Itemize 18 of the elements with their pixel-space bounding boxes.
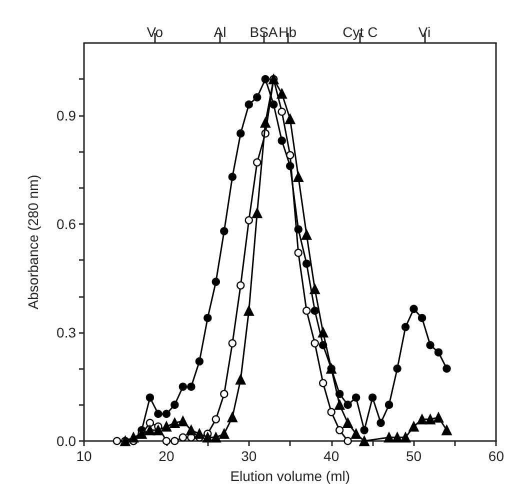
x-tick-label: 60 — [488, 448, 504, 464]
ref-line-label: Vo — [146, 24, 164, 40]
y-axis-title: Absorbance (280 nm) — [25, 174, 41, 310]
x-tick-label: 30 — [241, 448, 257, 464]
y-tick-label: 0.3 — [56, 324, 76, 340]
x-tick-label: 10 — [76, 448, 92, 464]
x-axis-title: Elution volume (ml) — [230, 468, 350, 484]
y-tick-label: 0.6 — [56, 216, 76, 232]
ref-line-label: Hb — [278, 24, 297, 40]
y-tick-label: 0.9 — [56, 107, 76, 124]
y-tick-label: 0.0 — [56, 433, 76, 449]
ref-line-label: BSA — [250, 24, 278, 40]
x-tick-label: 50 — [406, 448, 422, 464]
x-tick-label: 40 — [324, 448, 340, 464]
ref-line-label: Cyt C — [342, 24, 378, 40]
ref-line-label: Vi — [418, 24, 431, 40]
x-tick-label: 20 — [158, 448, 174, 464]
ref-line-label: Al — [214, 24, 226, 40]
